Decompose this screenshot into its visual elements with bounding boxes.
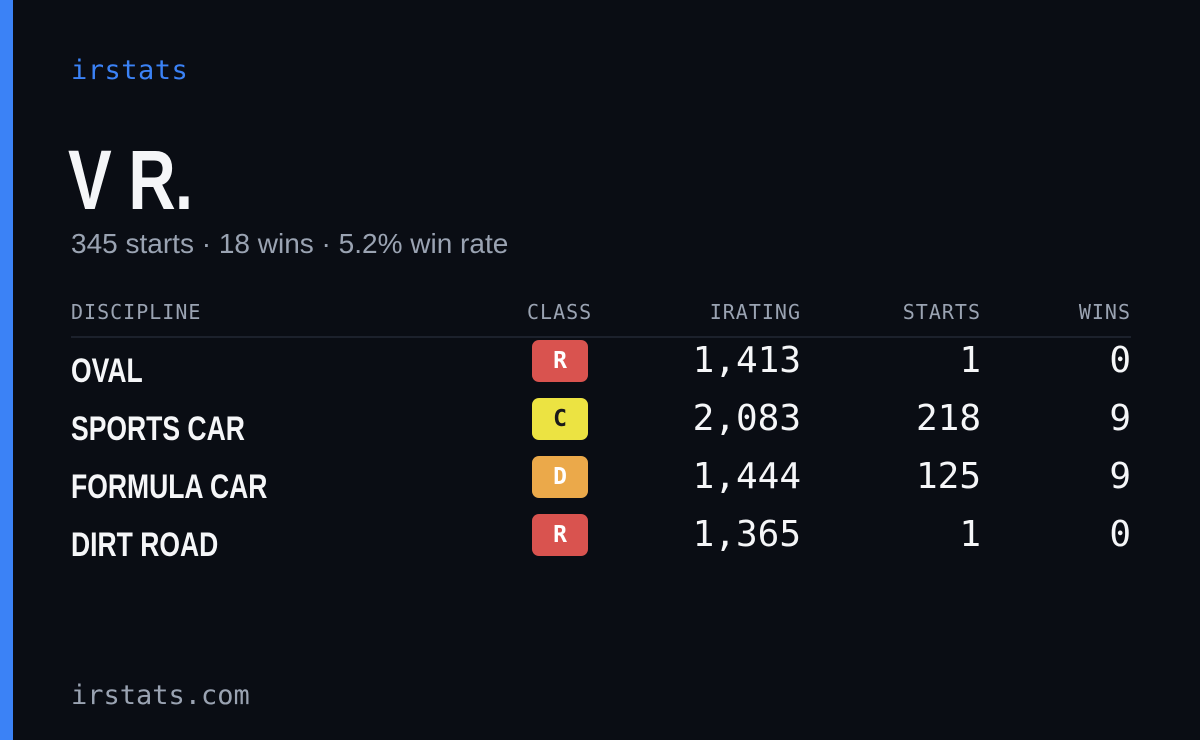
irating-value: 1,413: [692, 340, 801, 381]
starts-value: 1: [959, 514, 981, 555]
irating-value: 1,365: [692, 514, 801, 555]
header-discipline: DISCIPLINE: [71, 300, 202, 324]
table-row: DIRT ROAD R 1,365 1 0: [71, 512, 1131, 570]
header-irating: IRATING: [709, 300, 801, 324]
discipline-table: DISCIPLINE CLASS IRATING STARTS WINS OVA…: [71, 296, 1131, 570]
starts-value: 218: [915, 398, 981, 439]
driver-name: V R.: [68, 133, 193, 227]
class-badge: R: [532, 514, 588, 556]
discipline-label: SPORTS CAR: [71, 410, 245, 448]
irating-value: 1,444: [692, 456, 801, 497]
wins-value: 0: [1109, 340, 1131, 381]
header-class: CLASS: [527, 300, 593, 324]
class-badge: D: [532, 456, 588, 498]
discipline-label: FORMULA CAR: [71, 468, 268, 506]
irating-value: 2,083: [692, 398, 801, 439]
wins-value: 9: [1109, 398, 1131, 439]
accent-bar: [0, 0, 13, 740]
footer-domain: irstats.com: [71, 680, 250, 711]
starts-value: 1: [959, 340, 981, 381]
brand-logo-text: irstats: [71, 55, 189, 86]
starts-value: 125: [915, 456, 981, 497]
table-row: SPORTS CAR C 2,083 218 9: [71, 396, 1131, 454]
class-badge: C: [532, 398, 588, 440]
discipline-label: OVAL: [71, 352, 143, 390]
wins-value: 9: [1109, 456, 1131, 497]
class-badge: R: [532, 340, 588, 382]
discipline-label: DIRT ROAD: [71, 526, 219, 564]
table-header: DISCIPLINE CLASS IRATING STARTS WINS: [71, 296, 1131, 338]
driver-summary: 345 starts · 18 wins · 5.2% win rate: [71, 228, 509, 259]
table-row: OVAL R 1,413 1 0: [71, 338, 1131, 396]
header-starts: STARTS: [902, 300, 981, 324]
header-wins: WINS: [1078, 300, 1131, 324]
wins-value: 0: [1109, 514, 1131, 555]
table-row: FORMULA CAR D 1,444 125 9: [71, 454, 1131, 512]
